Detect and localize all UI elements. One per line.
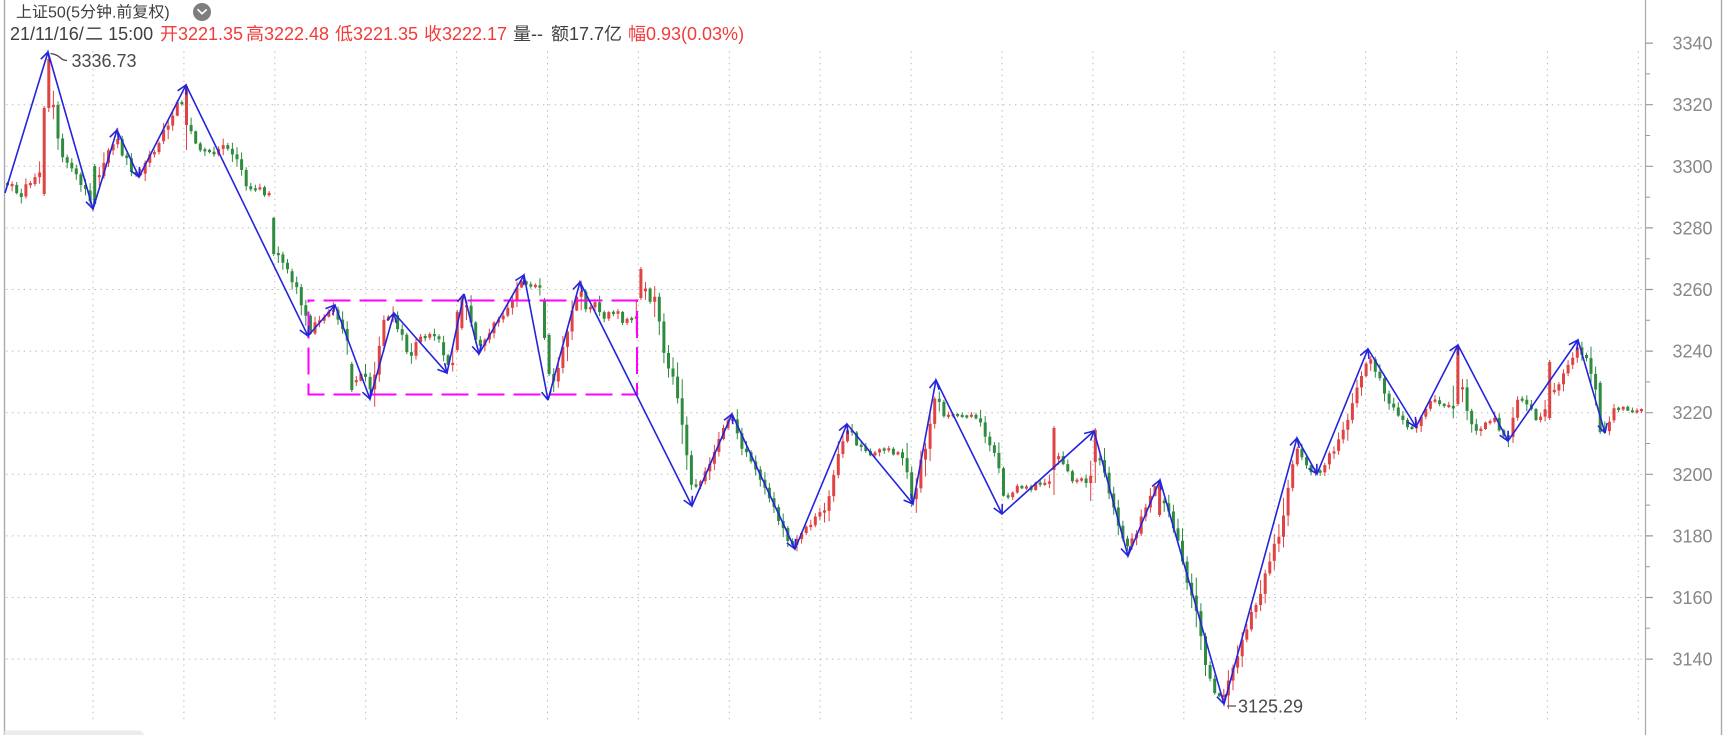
svg-text:3320: 3320 (1673, 95, 1713, 115)
svg-text:): ) (164, 4, 169, 21)
svg-text:3221.35: 3221.35 (178, 24, 243, 44)
svg-text:3240: 3240 (1673, 342, 1713, 362)
svg-text:3125.29: 3125.29 (1238, 697, 1303, 717)
svg-text:50(5: 50(5 (48, 4, 80, 21)
svg-text:3300: 3300 (1673, 157, 1713, 177)
svg-text:3222.48: 3222.48 (264, 24, 329, 44)
svg-text:3340: 3340 (1673, 34, 1713, 54)
svg-text:3180: 3180 (1673, 526, 1713, 546)
svg-text:--: -- (531, 24, 543, 44)
svg-text:17.7: 17.7 (569, 24, 604, 44)
svg-text:3160: 3160 (1673, 588, 1713, 608)
svg-text:.: . (112, 4, 116, 21)
svg-text:3200: 3200 (1673, 465, 1713, 485)
svg-text:3140: 3140 (1673, 650, 1713, 670)
svg-text:3260: 3260 (1673, 280, 1713, 300)
svg-text:3280: 3280 (1673, 218, 1713, 238)
svg-text:21/11/16/: 21/11/16/ (10, 24, 84, 44)
svg-text:3222.17: 3222.17 (442, 24, 507, 44)
svg-text:15:00: 15:00 (108, 24, 153, 44)
svg-text:3336.73: 3336.73 (72, 51, 137, 71)
svg-text:3221.35: 3221.35 (353, 24, 418, 44)
svg-text:0.93(0.03%): 0.93(0.03%) (646, 24, 744, 44)
svg-text:3220: 3220 (1673, 403, 1713, 423)
